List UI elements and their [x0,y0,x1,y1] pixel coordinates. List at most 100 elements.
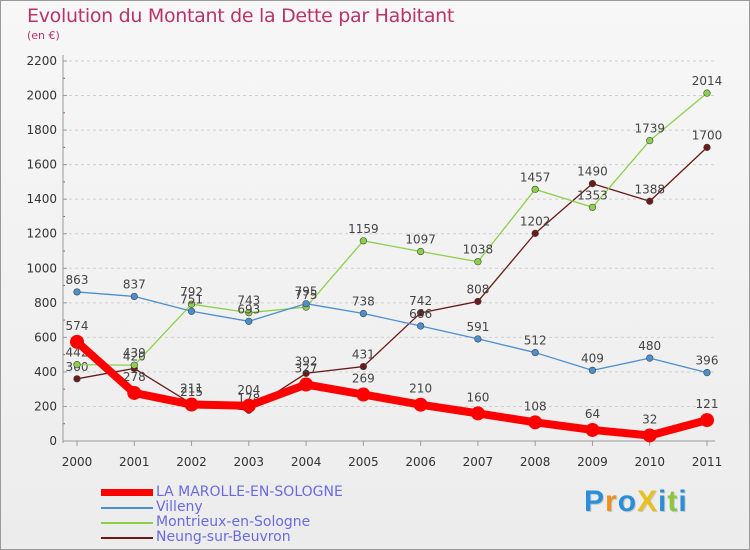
data-point [302,369,310,377]
data-point [70,334,84,349]
data-point [245,317,253,325]
data-point [73,375,81,383]
data-label: 211 [180,382,203,396]
data-point [474,297,482,306]
data-label: 591 [466,320,489,334]
data-label: 738 [352,295,375,309]
data-label: 160 [466,390,489,404]
data-label: 204 [237,383,260,397]
x-tick-label: 2003 [234,455,265,469]
data-point [642,428,657,443]
data-label: 1353 [577,188,608,202]
y-tick-label: 2000 [26,89,57,103]
legend-swatch-marolle [101,489,153,496]
data-point [417,309,425,317]
data-label: 837 [123,277,146,291]
data-point [241,398,256,413]
data-label: 512 [524,334,547,348]
data-label: 480 [638,339,661,353]
series-line [76,291,708,374]
series-line [76,92,708,366]
data-point [646,197,654,205]
x-tick-label: 2000 [62,455,93,469]
data-label: 1159 [348,222,379,236]
data-label: 431 [352,348,375,362]
legend-label-marolle: LA MAROLLE-EN-SOLOGNE [156,484,343,500]
x-tick-label: 2011 [692,455,723,469]
data-point [474,335,482,343]
data-point [299,377,314,392]
data-point [588,203,597,211]
data-label: 121 [696,397,719,411]
data-point [646,354,654,362]
data-point [302,300,310,308]
brand-letter: t [667,485,679,518]
y-tick-label: 1200 [26,227,57,241]
brand-letter: r [605,485,618,518]
data-label: 1097 [405,233,436,247]
x-tick-label: 2009 [577,455,608,469]
data-point [73,361,81,369]
chart-subtitle: (en €) [27,29,60,42]
data-point [359,362,367,371]
data-point [130,361,138,369]
x-tick-label: 2008 [520,455,551,469]
data-point [470,406,485,421]
data-label: 742 [409,294,432,308]
data-label: 775 [295,288,318,302]
y-tick-label: 800 [34,296,57,310]
data-point [474,258,482,266]
data-label: 666 [409,307,432,321]
y-tick-label: 1400 [26,192,57,206]
data-label: 863 [66,273,89,287]
brand-letter: i [678,485,688,518]
legend-swatch-villeny [101,507,153,509]
data-label: 693 [237,302,260,316]
x-tick-label: 2010 [634,455,665,469]
data-point [703,143,711,151]
y-tick-label: 1000 [26,261,57,275]
data-label: 64 [585,407,600,421]
data-point [417,322,425,330]
data-label: 392 [295,354,318,368]
data-point [127,385,142,400]
brand-letter: i [658,485,668,518]
x-tick-label: 2002 [176,455,207,469]
legend-swatch-montrieux [101,522,153,524]
y-tick-label: 200 [34,399,57,413]
legend-label-villeny: Villeny [156,499,203,515]
data-point [130,292,138,301]
data-point [531,348,539,357]
x-tick-label: 2001 [119,455,150,469]
data-point [184,397,199,412]
data-point [187,300,196,308]
x-tick-label: 2004 [291,455,322,469]
data-point [356,387,371,402]
y-tick-label: 1800 [26,123,57,137]
legend-label-montrieux: Montrieux-en-Sologne [156,514,311,530]
brand-logo: ProXiti [584,485,688,519]
data-point [588,366,597,374]
data-label: 1457 [520,170,551,184]
data-label: 743 [237,294,260,308]
x-tick-label: 2006 [405,455,436,469]
data-label: 1739 [634,122,665,136]
data-label: 2014 [692,74,723,88]
y-tick-label: 2200 [26,54,57,68]
data-label: 439 [123,346,146,360]
y-tick-label: 400 [34,365,57,379]
data-point [359,237,367,245]
data-point [245,309,253,317]
data-label: 108 [524,399,547,413]
brand-letter: o [617,485,638,518]
data-label: 210 [409,382,432,396]
data-label: 751 [180,292,203,306]
data-label: 278 [123,370,146,384]
data-point [531,229,539,237]
data-label: 1490 [577,165,608,179]
y-tick-label: 0 [49,434,57,448]
data-label: 215 [180,385,203,399]
legend-label-neung: Neung-sur-Beuvron [156,529,291,545]
data-point [187,307,196,315]
